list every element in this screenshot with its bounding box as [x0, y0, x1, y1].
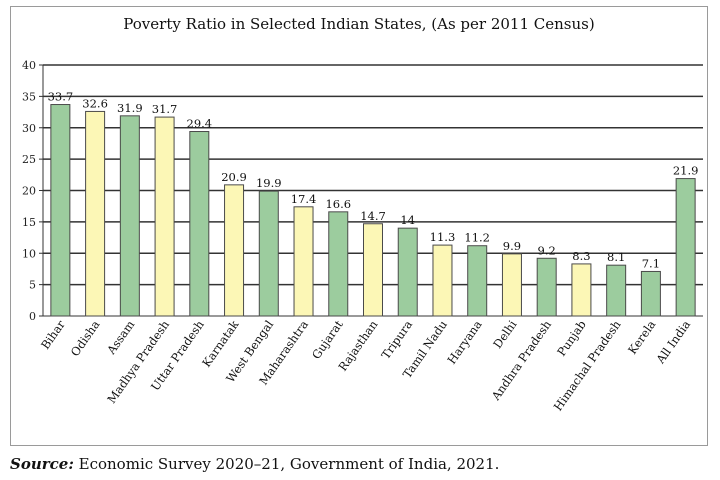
value-label: 31.9: [117, 101, 143, 115]
source-text: Economic Survey 2020–21, Government of I…: [73, 455, 500, 473]
bar-7: [258, 190, 279, 317]
value-label: 20.9: [221, 170, 247, 184]
value-label: 14: [400, 213, 415, 227]
value-label: 11.3: [430, 230, 456, 244]
x-tick-label: Tripura: [379, 318, 416, 362]
bar-14: [501, 253, 522, 317]
bar-6: [224, 184, 245, 317]
bar-9: [328, 211, 349, 317]
value-label: 21.9: [673, 164, 699, 178]
value-label: 29.4: [187, 117, 213, 131]
y-tick-label: 35: [22, 90, 36, 103]
y-tick-label: 20: [22, 185, 36, 198]
value-label: 31.7: [152, 102, 178, 116]
y-tick-label: 40: [22, 59, 36, 72]
bar-3: [119, 115, 140, 317]
source-label: Source:: [10, 455, 74, 473]
bar-17: [606, 264, 627, 317]
y-tick-label: 15: [22, 216, 36, 229]
value-label: 19.9: [256, 176, 282, 190]
value-label: 9.9: [503, 239, 521, 253]
bar-16: [571, 263, 592, 317]
value-label: 17.4: [291, 192, 317, 206]
y-tick-label: 5: [29, 279, 36, 292]
x-tick-label: Bihar: [38, 317, 68, 352]
bar-10: [363, 223, 383, 317]
value-label: 32.6: [82, 96, 108, 110]
y-tick-label: 0: [29, 310, 36, 323]
bar-19: [675, 178, 696, 317]
x-tick-label: Delhi: [490, 317, 519, 351]
x-tick-label: Haryana: [445, 318, 485, 367]
y-tick-label: 25: [22, 153, 36, 166]
x-tick-label: Assam: [104, 318, 138, 358]
value-label: 7.1: [642, 256, 660, 270]
x-tick-label: Madhya Pradesh: [104, 317, 172, 406]
value-label: 8.1: [607, 250, 625, 264]
bar-4: [154, 116, 175, 317]
y-tick-label: 10: [22, 247, 36, 260]
value-label: 11.2: [464, 231, 490, 245]
bar-5: [189, 131, 210, 317]
value-label: 14.7: [360, 209, 386, 223]
x-tick-label: Odisha: [68, 318, 103, 359]
bar-1: [50, 104, 71, 317]
x-tick-label: All India: [653, 318, 693, 367]
value-label: 9.2: [538, 243, 556, 257]
bar-15: [536, 257, 557, 317]
source-note: Source: Economic Survey 2020–21, Governm…: [10, 455, 499, 473]
bar-2: [85, 110, 106, 317]
value-label: 8.3: [572, 249, 590, 263]
bar-18: [640, 270, 661, 317]
chart-title: Poverty Ratio in Selected Indian States,…: [123, 15, 594, 33]
value-label: 16.6: [325, 197, 351, 211]
x-tick-label: Gujarat: [309, 317, 346, 361]
bar-11: [397, 227, 418, 317]
x-tick-label: Himachal Pradesh: [551, 317, 624, 413]
y-tick-label: 30: [22, 122, 36, 135]
value-label: 33.7: [48, 90, 74, 104]
chart-frame: Poverty Ratio in Selected Indian States,…: [10, 6, 708, 446]
x-tick-label: Punjab: [554, 318, 589, 359]
bar-chart: Poverty Ratio in Selected Indian States,…: [22, 15, 703, 413]
bar-13: [467, 245, 488, 317]
bar-12: [432, 244, 453, 317]
x-tick-label: Kerela: [625, 318, 658, 357]
bar-8: [293, 206, 314, 317]
